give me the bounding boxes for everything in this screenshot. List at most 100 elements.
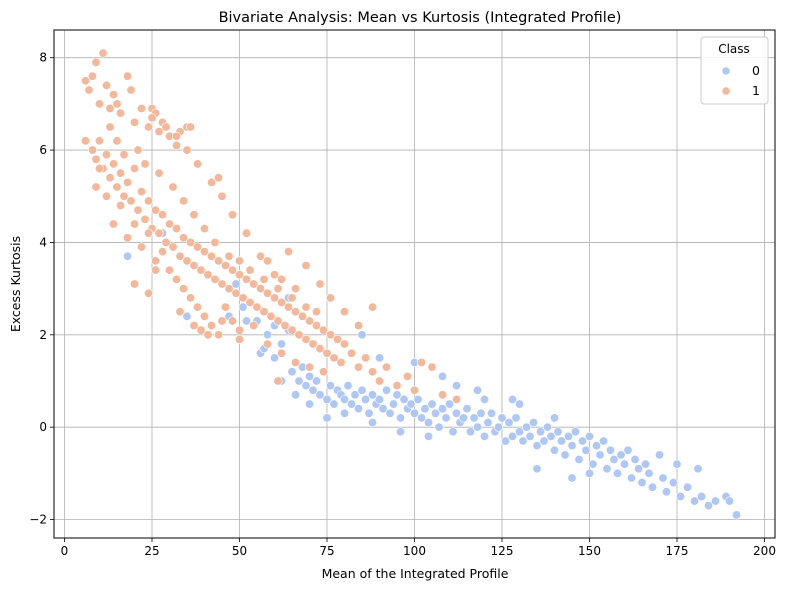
point-class-1 bbox=[322, 348, 332, 358]
x-tick-label: 125 bbox=[491, 544, 514, 558]
point-class-0 bbox=[584, 468, 594, 478]
point-class-1 bbox=[158, 210, 168, 220]
point-class-1 bbox=[196, 265, 206, 275]
point-class-0 bbox=[441, 413, 451, 423]
point-class-1 bbox=[137, 104, 147, 114]
point-class-1 bbox=[308, 339, 318, 349]
point-class-1 bbox=[168, 182, 178, 192]
point-class-1 bbox=[200, 224, 210, 234]
point-class-1 bbox=[228, 316, 238, 326]
point-class-1 bbox=[217, 191, 227, 201]
x-tick-label: 25 bbox=[144, 544, 159, 558]
point-class-1 bbox=[151, 256, 161, 266]
point-class-1 bbox=[252, 302, 262, 312]
point-class-0 bbox=[546, 431, 556, 441]
point-class-1 bbox=[179, 284, 189, 294]
point-class-0 bbox=[364, 408, 374, 418]
point-class-0 bbox=[518, 436, 528, 446]
point-class-0 bbox=[591, 441, 601, 451]
point-class-1 bbox=[255, 284, 265, 294]
point-class-1 bbox=[217, 279, 227, 289]
point-class-0 bbox=[693, 464, 703, 474]
point-class-1 bbox=[409, 385, 419, 395]
point-class-1 bbox=[189, 210, 199, 220]
point-class-1 bbox=[224, 284, 234, 294]
point-class-1 bbox=[315, 344, 325, 354]
y-tick-label: 2 bbox=[39, 328, 47, 342]
point-class-0 bbox=[287, 367, 297, 377]
point-class-0 bbox=[703, 501, 713, 511]
point-class-1 bbox=[147, 113, 157, 123]
point-class-0 bbox=[612, 468, 622, 478]
point-class-1 bbox=[290, 284, 300, 294]
point-class-1 bbox=[367, 367, 377, 377]
point-class-1 bbox=[318, 325, 328, 335]
point-class-1 bbox=[137, 187, 147, 197]
point-class-1 bbox=[245, 265, 255, 275]
point-class-1 bbox=[325, 293, 335, 303]
x-tick-label: 0 bbox=[61, 544, 69, 558]
point-class-0 bbox=[567, 473, 577, 483]
point-class-1 bbox=[381, 362, 391, 372]
point-class-0 bbox=[343, 381, 353, 391]
point-class-1 bbox=[353, 321, 363, 331]
point-class-1 bbox=[214, 330, 224, 340]
point-class-1 bbox=[259, 307, 269, 317]
point-class-0 bbox=[672, 459, 682, 469]
point-class-0 bbox=[374, 353, 384, 363]
point-class-1 bbox=[105, 104, 115, 114]
point-class-1 bbox=[203, 330, 213, 340]
point-class-1 bbox=[109, 159, 119, 169]
point-class-0 bbox=[682, 482, 692, 492]
point-class-0 bbox=[581, 445, 591, 455]
point-class-0 bbox=[322, 394, 332, 404]
point-class-1 bbox=[84, 85, 94, 95]
point-class-0 bbox=[574, 454, 584, 464]
x-axis-label: Mean of the Integrated Profile bbox=[322, 566, 509, 581]
point-class-0 bbox=[542, 422, 552, 432]
point-class-1 bbox=[200, 247, 210, 257]
point-class-1 bbox=[353, 362, 363, 372]
point-class-1 bbox=[119, 150, 129, 160]
point-class-1 bbox=[112, 182, 122, 192]
point-class-0 bbox=[668, 478, 678, 488]
point-class-1 bbox=[133, 205, 143, 215]
point-class-0 bbox=[231, 279, 241, 289]
point-class-0 bbox=[353, 404, 363, 414]
point-class-0 bbox=[532, 441, 542, 451]
point-class-1 bbox=[273, 376, 283, 386]
point-class-1 bbox=[262, 256, 272, 266]
point-class-0 bbox=[381, 385, 391, 395]
point-class-1 bbox=[123, 71, 133, 81]
point-class-1 bbox=[451, 394, 461, 404]
point-class-0 bbox=[619, 459, 629, 469]
point-class-1 bbox=[283, 247, 293, 257]
point-class-1 bbox=[207, 321, 217, 331]
y-tick-label: 8 bbox=[39, 51, 47, 65]
point-class-0 bbox=[626, 473, 636, 483]
point-class-0 bbox=[588, 459, 598, 469]
point-class-1 bbox=[273, 284, 283, 294]
point-class-0 bbox=[395, 413, 405, 423]
point-class-1 bbox=[88, 71, 98, 81]
point-class-1 bbox=[235, 270, 245, 280]
point-class-1 bbox=[301, 334, 311, 344]
point-class-1 bbox=[297, 311, 307, 321]
point-class-0 bbox=[493, 422, 503, 432]
point-class-0 bbox=[406, 399, 416, 409]
y-axis-label: Excess Kurtosis bbox=[8, 236, 23, 332]
point-class-1 bbox=[315, 279, 325, 289]
point-class-0 bbox=[325, 381, 335, 391]
point-class-0 bbox=[507, 431, 517, 441]
point-class-0 bbox=[276, 339, 286, 349]
point-class-1 bbox=[123, 233, 133, 243]
point-class-1 bbox=[172, 224, 182, 234]
point-class-1 bbox=[214, 173, 224, 183]
point-class-0 bbox=[567, 441, 577, 451]
y-tick-label: 6 bbox=[39, 143, 47, 157]
point-class-1 bbox=[301, 261, 311, 271]
point-class-0 bbox=[437, 371, 447, 381]
point-class-1 bbox=[346, 348, 356, 358]
point-class-1 bbox=[91, 182, 101, 192]
